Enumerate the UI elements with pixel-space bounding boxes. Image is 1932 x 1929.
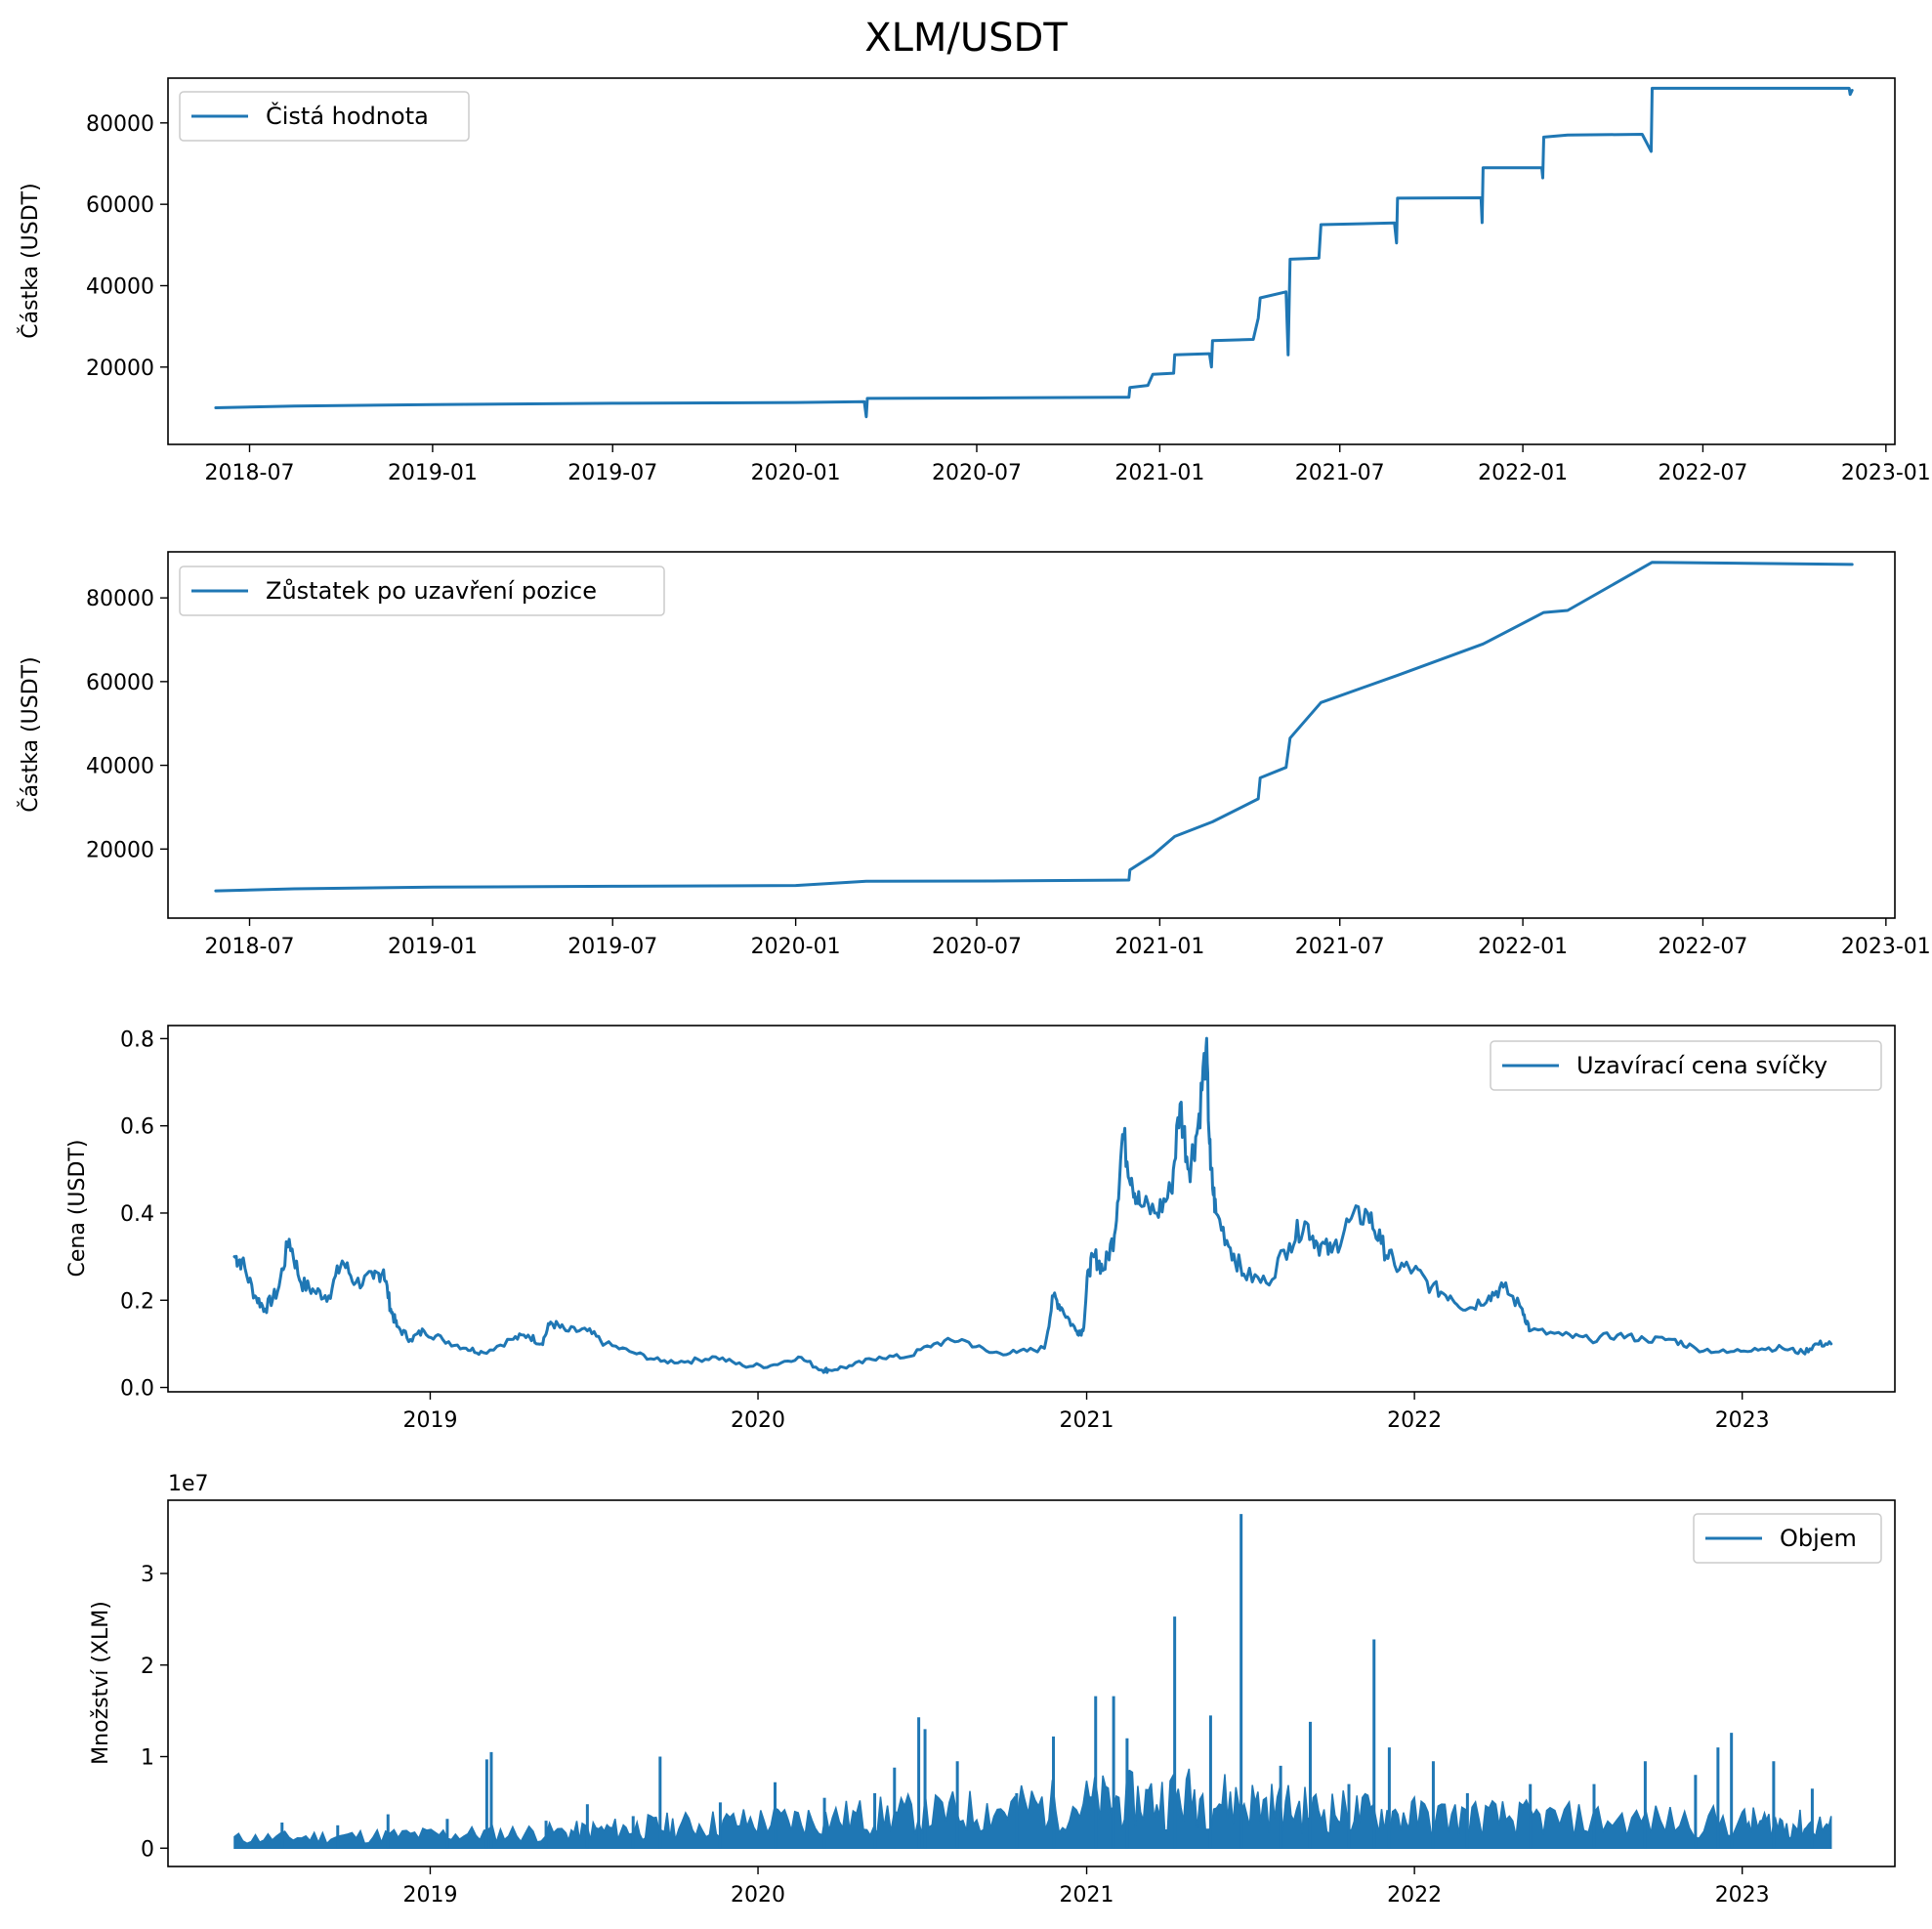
net-value-yticks: 20000 40000 60000 80000 [86,112,168,381]
net-value-plot-frame [167,77,1896,445]
ytick-label-0: 20000 [86,838,154,862]
ytick-label-1: 0.2 [120,1289,154,1314]
ytick-label-2: 2 [141,1655,154,1679]
ytick-label-2: 0.4 [120,1202,154,1227]
xtick-label-0: 2019 [402,1883,457,1908]
xtick-label-0: 2019 [402,1408,457,1433]
xtick-label-2: 2021 [1060,1408,1114,1433]
xtick-label-2: 2019-07 [567,461,657,485]
price-ylabel: Cena (USDT) [65,1140,90,1278]
xtick-label-2: 2019-07 [567,935,657,959]
xtick-label-3: 2022 [1387,1883,1442,1908]
volume-series [233,1514,1832,1850]
volume-panel: Množství (XLM) 1e7 2019 2020 2021 2022 2023 … [89,1472,1896,1908]
balance-plot-frame [167,551,1896,919]
price-panel: Cena (USDT) 2019 2020 2021 2022 2023 0.00.20… [65,1025,1896,1433]
xtick-label-6: 2021-07 [1295,461,1385,485]
xtick-label-3: 2020-01 [751,935,841,959]
balance-line [214,561,1854,893]
price-legend-box [1490,1040,1882,1091]
xtick-label-9: 2023-01 [1841,935,1931,959]
xtick-label-1: 2019-01 [388,935,478,959]
balance-yticks: 20000 40000 60000 80000 [86,587,168,862]
xtick-label-4: 2023 [1715,1408,1770,1433]
ytick-label-1: 1 [141,1746,154,1771]
xtick-label-7: 2022-01 [1478,935,1568,959]
xtick-label-3: 2020-01 [751,461,841,485]
figure-title: XLM/USDT [864,16,1068,61]
volume-legend: Objem [1693,1513,1882,1564]
volume-legend-box [1693,1513,1882,1564]
ytick-label-3: 80000 [86,587,154,611]
xtick-label-8: 2022-07 [1658,935,1747,959]
net-value-legend-box [179,91,470,142]
ytick-label-1: 40000 [86,275,154,300]
volume-ylabel: Množství (XLM) [89,1601,113,1765]
ytick-label-0: 0.0 [120,1377,154,1402]
ytick-label-3: 3 [141,1563,154,1587]
volume-offset-label: 1e7 [168,1472,209,1496]
net-value-ylabel: Částka (USDT) [18,183,43,338]
ytick-label-4: 0.8 [120,1027,154,1052]
volume-yticks: 0 1 2 3 [141,1563,168,1862]
volume-band [233,1768,1832,1850]
xtick-label-3: 2022 [1387,1408,1442,1433]
xtick-label-0: 2018-07 [205,461,295,485]
xtick-label-8: 2022-07 [1658,461,1747,485]
xtick-label-0: 2018-07 [205,935,295,959]
net-value-legend: Čistá hodnota [179,91,470,142]
balance-ylabel: Částka (USDT) [18,656,43,812]
net-value-legend-label: Čistá hodnota [266,101,429,130]
xtick-label-5: 2021-01 [1114,461,1204,485]
xtick-label-4: 2023 [1715,1883,1770,1908]
net-value-xticks: 2018-07 2019-01 2019-07 2020-01 2020-07 2021-… [205,444,1931,485]
xtick-label-4: 2020-07 [932,935,1022,959]
net-value-line [214,86,1854,419]
volume-xticks: 2019 2020 2021 2022 2023 [402,1866,1770,1908]
xtick-label-6: 2021-07 [1295,935,1385,959]
ytick-label-3: 0.6 [120,1115,154,1140]
ytick-label-0: 0 [141,1837,154,1862]
balance-legend-label: Zůstatek po uzavření pozice [266,577,597,605]
ytick-label-2: 60000 [86,193,154,218]
ytick-label-3: 80000 [86,112,154,137]
ytick-label-0: 20000 [86,356,154,381]
xtick-label-1: 2019-01 [388,461,478,485]
price-xticks: 2019 2020 2021 2022 2023 [402,1392,1770,1433]
xtick-label-1: 2020 [731,1883,785,1908]
balance-xticks: 2018-07 2019-01 2019-07 2020-01 2020-07 2021-… [205,918,1931,959]
net-value-panel: Částka (USDT) 2018-07 2019-01 2019-07 2020-… [18,77,1931,485]
volume-legend-label: Objem [1780,1525,1857,1552]
volume-plot-frame [167,1499,1896,1867]
xtick-label-1: 2020 [731,1408,785,1433]
ytick-label-2: 60000 [86,671,154,695]
ytick-label-1: 40000 [86,755,154,779]
xtick-label-2: 2021 [1060,1883,1114,1908]
price-legend-label: Uzavírací cena svíčky [1576,1052,1827,1079]
xtick-label-5: 2021-01 [1114,935,1204,959]
xtick-label-4: 2020-07 [932,461,1022,485]
price-yticks: 0.0 0.2 0.4 0.6 0.8 [120,1027,168,1402]
xtick-label-7: 2022-01 [1478,461,1568,485]
xtick-label-9: 2023-01 [1841,461,1931,485]
price-legend: Uzavírací cena svíčky [1490,1040,1882,1091]
price-plot-frame [167,1025,1896,1393]
price-line [232,1036,1833,1374]
balance-panel: Částka (USDT) 2018-07 2019-01 2019-07 2020-… [18,551,1931,959]
balance-legend: Zůstatek po uzavření pozice [179,566,665,616]
balance-legend-box [179,566,665,616]
